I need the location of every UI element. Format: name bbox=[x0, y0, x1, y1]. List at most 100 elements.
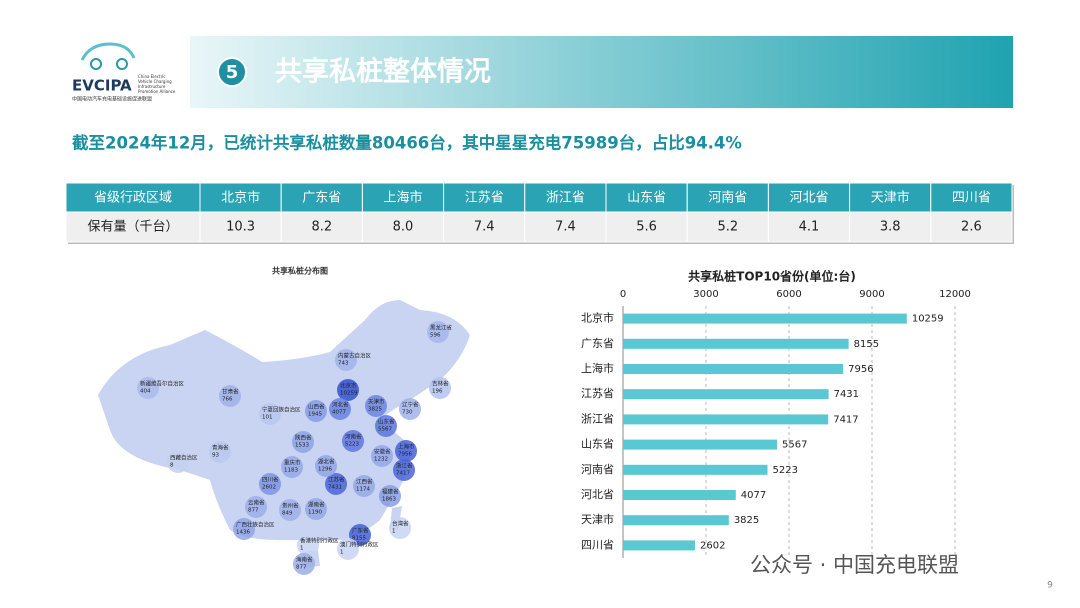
region-name: 河北省 bbox=[332, 401, 349, 409]
y-tick-label: 北京市 bbox=[581, 311, 614, 325]
value-label: 5567 bbox=[782, 440, 807, 451]
x-tick-label: 3000 bbox=[693, 289, 718, 300]
region-shade bbox=[427, 321, 449, 343]
body-text: 保有量（千台） bbox=[87, 220, 178, 235]
x-tick-label: 0 bbox=[620, 289, 626, 300]
header-text: 省级行政区域 bbox=[94, 191, 172, 206]
region-value: 1232 bbox=[374, 457, 388, 463]
body-text: 7.4 bbox=[474, 220, 495, 235]
y-tick-label: 广东省 bbox=[581, 337, 614, 350]
value-label: 4077 bbox=[741, 490, 766, 501]
region-name: 江西省 bbox=[356, 478, 373, 486]
y-tick-label: 四川省 bbox=[581, 538, 614, 551]
region-shade bbox=[259, 403, 281, 425]
logo-english-box: China Electric Vehicle Charging Infrastr… bbox=[138, 74, 175, 94]
x-tick-label: 6000 bbox=[776, 289, 801, 300]
region-name: 新疆维吾尔自治区 bbox=[140, 380, 185, 388]
region-name: 内蒙古自治区 bbox=[338, 352, 372, 360]
region-value: 5567 bbox=[378, 427, 392, 433]
body-text: 8.2 bbox=[311, 220, 332, 235]
region-name: 贵州省 bbox=[282, 502, 299, 510]
region-name: 湖南省 bbox=[308, 501, 325, 509]
region-name: 山西省 bbox=[308, 403, 325, 411]
region-shade bbox=[315, 455, 337, 477]
region-shade bbox=[393, 459, 415, 481]
region-shade bbox=[329, 398, 351, 420]
x-tick-label: 12000 bbox=[939, 289, 971, 300]
body-text: 3.8 bbox=[880, 220, 901, 235]
body-text: 10.3 bbox=[226, 220, 255, 235]
header-cell bbox=[686, 182, 769, 213]
bar-chart: 共享私桩TOP10省份(单位:台) 0 3000 6000 9000 12000 北京市 1… bbox=[581, 269, 971, 558]
body-cell bbox=[605, 211, 688, 243]
bar bbox=[623, 515, 729, 526]
body-text: 5.6 bbox=[636, 220, 657, 235]
region-value: 877 bbox=[296, 565, 307, 571]
region-shade bbox=[245, 496, 267, 518]
region-shade bbox=[325, 473, 347, 495]
region-value: 1174 bbox=[356, 487, 370, 493]
body-text: 7.4 bbox=[555, 220, 576, 235]
region-shade bbox=[353, 475, 375, 497]
region-value: 1296 bbox=[318, 467, 332, 473]
body-cell bbox=[65, 211, 201, 243]
region-name: 福建省 bbox=[382, 488, 399, 496]
region-value: 1190 bbox=[308, 510, 322, 516]
y-tick-label: 上海市 bbox=[581, 361, 614, 375]
region-value: 743 bbox=[338, 361, 349, 367]
region-name: 北京市 bbox=[340, 382, 357, 390]
header-text: 山东省 bbox=[627, 191, 666, 206]
value-label: 8155 bbox=[854, 339, 879, 350]
header-text: 浙江省 bbox=[546, 191, 585, 206]
body-text: 8.0 bbox=[393, 220, 414, 235]
y-tick-label: 河北省 bbox=[581, 488, 614, 501]
header-banner bbox=[190, 36, 1013, 108]
y-tick-label: 河南省 bbox=[581, 463, 614, 476]
bar bbox=[623, 313, 907, 324]
region-value: 404 bbox=[140, 389, 151, 395]
y-tick-label: 浙江省 bbox=[581, 412, 614, 425]
region-name: 海南省 bbox=[296, 556, 313, 564]
region-value: 1 bbox=[340, 550, 344, 556]
body-cell bbox=[361, 211, 445, 243]
region-shade bbox=[337, 379, 359, 401]
y-tick-label: 天津市 bbox=[581, 512, 614, 526]
value-label: 7956 bbox=[848, 364, 873, 375]
region-name: 四川省 bbox=[262, 476, 279, 484]
region-shade bbox=[292, 431, 314, 453]
footer-wechat: 公众号 · 中国充电联盟 bbox=[750, 553, 959, 577]
value-label: 3825 bbox=[734, 515, 759, 526]
region-shade bbox=[293, 553, 315, 575]
region-value: 8 bbox=[170, 463, 174, 469]
region-name: 天津市 bbox=[368, 398, 385, 406]
region-name: 上海市 bbox=[398, 443, 415, 451]
section-number: 5 bbox=[226, 62, 239, 83]
region-value: 1863 bbox=[382, 497, 396, 503]
value-label: 2602 bbox=[700, 540, 725, 551]
region-shade bbox=[375, 415, 397, 437]
region-shade bbox=[167, 451, 189, 473]
region-value: 1533 bbox=[295, 443, 309, 449]
region-name: 陕西省 bbox=[295, 434, 312, 442]
region-value: 7956 bbox=[398, 452, 412, 458]
table: 省级行政区域 北京市 广东省 上海市 江苏省 浙江省 山东省 河南省 河北省 天津市 四川省保有量（… bbox=[65, 182, 1014, 244]
region-name: 青海省 bbox=[212, 444, 229, 452]
headline: 截至2024年12月，已统计共享私桩数量80466台，其中星星充电75989台，… bbox=[72, 133, 742, 153]
region-name: 台湾省 bbox=[392, 520, 409, 528]
body-cell bbox=[280, 211, 363, 243]
region-shade bbox=[389, 517, 411, 539]
header-cell bbox=[849, 182, 932, 213]
region-shade bbox=[399, 398, 421, 420]
region-value: 93 bbox=[212, 453, 219, 459]
region-name: 山东省 bbox=[378, 418, 395, 426]
region-name: 黑龙江省 bbox=[430, 324, 453, 332]
bar bbox=[623, 464, 768, 475]
logo-text: EVCIPA bbox=[72, 77, 132, 95]
region-value: 8155 bbox=[352, 536, 366, 542]
region-value: 1 bbox=[392, 529, 396, 535]
region-name: 湖北省 bbox=[318, 458, 335, 466]
region-value: 730 bbox=[402, 410, 413, 416]
region-name: 甘肃省 bbox=[222, 388, 239, 396]
bar bbox=[623, 490, 736, 500]
region-value: 1183 bbox=[284, 468, 298, 474]
